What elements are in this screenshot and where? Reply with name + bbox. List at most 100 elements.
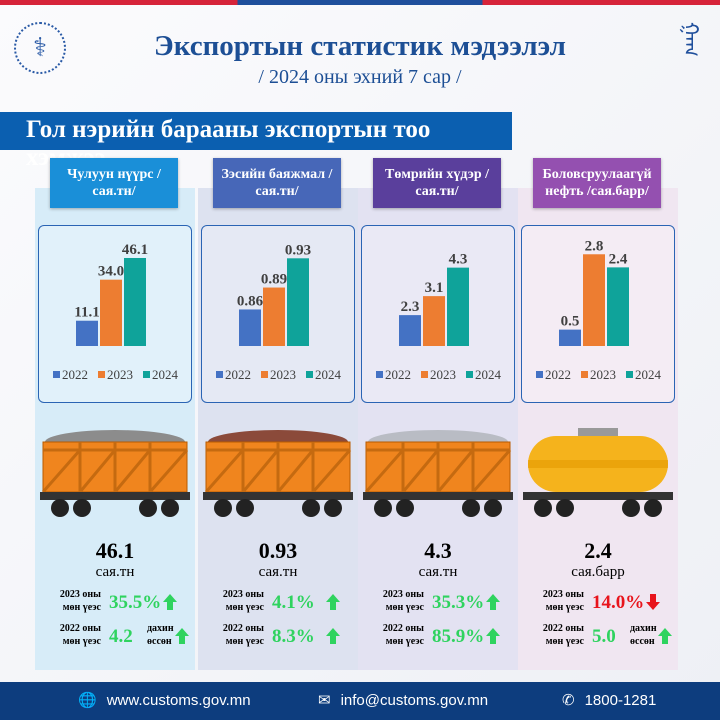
arrow-up-icon (486, 594, 500, 610)
legend-label: 2023 (430, 367, 456, 382)
bar-2023 (583, 254, 605, 346)
legend-swatch (421, 371, 428, 378)
arrow-up-icon (486, 628, 500, 644)
data-label: 0.93 (285, 242, 311, 258)
bar-2024 (287, 258, 309, 346)
legend-swatch (261, 371, 268, 378)
footer-email[interactable]: ✉ info@customs.gov.mn (318, 691, 489, 710)
bar-2022 (399, 315, 421, 346)
bar-2022 (559, 329, 581, 346)
comparison-row: 2023 оны мөн үеэс 4.1% (198, 588, 358, 622)
arrow-up-icon (163, 594, 177, 610)
comparison-row: 2023 оны мөн үеэс 35.3% (358, 588, 518, 622)
bar-chart: 11.1 2022 34.0 2023 46.1 2024 (53, 242, 179, 382)
section-title: Гол нэрийн барааны экспортын тоо хэмжээ (0, 112, 512, 171)
legend-swatch (466, 371, 473, 378)
bar-2024 (607, 267, 629, 346)
legend-label: 2022 (62, 367, 88, 382)
total-value: 0.93 (258, 538, 298, 563)
legend-swatch (626, 371, 633, 378)
bar-chart: 2.3 2022 3.1 2023 4.3 2024 (376, 252, 502, 382)
comparison-value: 35.3% (432, 592, 485, 613)
legend-swatch (581, 371, 588, 378)
legend-label: 2022 (225, 367, 251, 382)
commodity-header: Чулуун нүүрс /сая.тн/ (50, 158, 178, 208)
total-unit: сая.барр (571, 564, 625, 580)
data-label: 3.1 (425, 280, 444, 296)
comparison-value: 5.0 (592, 626, 616, 647)
bar-2023 (423, 296, 445, 346)
bar-2022 (76, 320, 98, 346)
commodity-header: Төмрийн хүдэр /сая.тн/ (373, 158, 501, 208)
arrow-down-icon (646, 594, 660, 610)
comparison-row: 2023 оны мөн үеэс 14.0% (518, 588, 678, 622)
total-value: 4.3 (424, 538, 452, 563)
page-title: Экспортын статистик мэдээлэл (154, 30, 566, 62)
commodity-column (198, 188, 358, 670)
comparison-row: 2022 оны мөн үеэс 85.9% (358, 622, 518, 656)
total-value: 2.4 (584, 538, 612, 563)
comparison-label: 2023 оны мөн үеэс (222, 589, 264, 613)
comparison-label: 2023 оны мөн үеэс (382, 589, 424, 613)
arrow-up-icon (326, 594, 340, 610)
data-label: 0.5 (561, 314, 580, 330)
data-label: 0.89 (261, 272, 287, 288)
footer-website[interactable]: 🌐 www.customs.gov.mn (78, 691, 251, 710)
bar-chart-box: 0.86 2022 0.89 2023 0.93 2024 (201, 225, 355, 403)
comparison-row: 2022 оны мөн үеэс 5.0 дахин өссөн (518, 622, 678, 656)
footer: 🌐 www.customs.gov.mn ✉ info@customs.gov.mn… (0, 682, 720, 720)
footer-phone[interactable]: ✆ 1800-1281 (562, 691, 657, 710)
comparison-label: 2023 оны мөн үеэс (542, 589, 584, 613)
phone-icon: ✆ (562, 692, 575, 709)
legend-label: 2024 (315, 367, 342, 382)
commodity-header: Боловсруулаагүй нефть /сая.барр/ (533, 158, 661, 208)
comparison-value: 14.0% (592, 592, 645, 613)
page-subtitle: / 2024 оны эхний 7 сар / (258, 66, 462, 88)
comparison-suffix: дахин өссөн (147, 623, 174, 647)
globe-icon: 🌐 (78, 692, 97, 709)
comparison-row: 2023 оны мөн үеэс 35.5% (35, 588, 195, 622)
legend-swatch (306, 371, 313, 378)
total-unit: сая.тн (418, 564, 458, 580)
data-label: 11.1 (74, 305, 99, 321)
comparison-label: 2022 оны мөн үеэс (382, 623, 424, 647)
total-unit: сая.тн (95, 564, 135, 580)
comparison-row: 2022 оны мөн үеэс 8.3% (198, 622, 358, 656)
legend-label: 2024 (635, 367, 662, 382)
comparison-value: 4.1% (272, 592, 315, 613)
legend-label: 2024 (152, 367, 179, 382)
data-label: 34.0 (98, 264, 124, 280)
legend-swatch (536, 371, 543, 378)
legend-label: 2023 (590, 367, 616, 382)
legend-label: 2023 (107, 367, 133, 382)
bar-2022 (239, 309, 261, 346)
bar-2023 (100, 279, 122, 346)
comparison-label: 2023 оны мөн үеэс (59, 589, 101, 613)
total-unit: сая.тн (258, 564, 298, 580)
tank-wagon-image (523, 420, 673, 520)
commodity-column (358, 188, 518, 670)
comparison-label: 2022 оны мөн үеэс (222, 623, 264, 647)
mail-icon: ✉ (318, 692, 331, 709)
bar-2024 (124, 257, 146, 346)
freight-wagon-image (363, 420, 513, 520)
arrow-up-icon (658, 628, 672, 644)
comparison-value: 4.2 (109, 626, 133, 647)
legend-label: 2022 (385, 367, 411, 382)
data-label: 2.8 (585, 238, 604, 254)
customs-logo: ⚕ (14, 22, 66, 74)
legend-swatch (376, 371, 383, 378)
bar-chart-box: 11.1 2022 34.0 2023 46.1 2024 (38, 225, 192, 403)
comparison-label: 2022 оны мөн үеэс (542, 623, 584, 647)
commodity-column (35, 188, 195, 670)
freight-wagon-image (40, 420, 190, 520)
bar-2023 (263, 287, 285, 346)
top-stripe (0, 0, 720, 5)
commodity-header: Зэсийн баяжмал /сая.тн/ (213, 158, 341, 208)
legend-swatch (98, 371, 105, 378)
data-label: 2.3 (401, 299, 420, 315)
bar-chart-box: 2.3 2022 3.1 2023 4.3 2024 (361, 225, 515, 403)
arrow-up-icon (326, 628, 340, 644)
data-label: 46.1 (122, 242, 148, 258)
comparison-row: 2022 оны мөн үеэс 4.2 дахин өссөн (35, 622, 195, 656)
